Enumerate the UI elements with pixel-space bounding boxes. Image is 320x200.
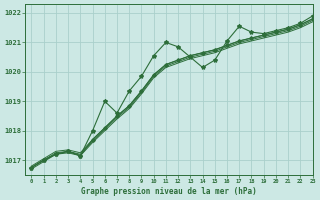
- X-axis label: Graphe pression niveau de la mer (hPa): Graphe pression niveau de la mer (hPa): [81, 187, 257, 196]
